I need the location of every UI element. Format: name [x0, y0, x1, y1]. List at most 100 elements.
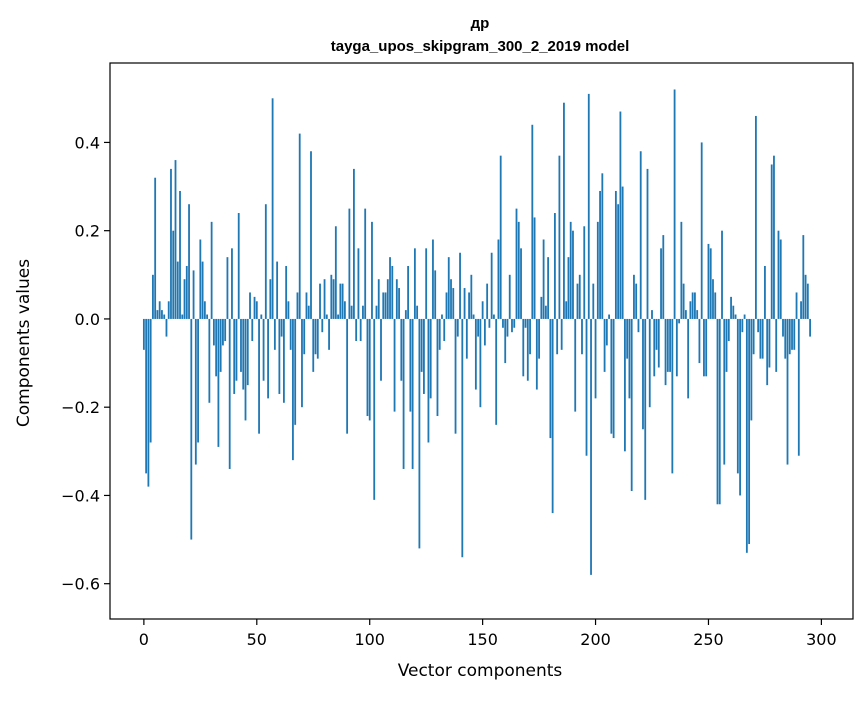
bar	[533, 217, 536, 319]
bar	[657, 318, 660, 368]
bar	[734, 314, 737, 319]
bar	[357, 248, 360, 319]
bar	[495, 318, 498, 425]
bar	[294, 318, 297, 425]
bar	[639, 151, 642, 319]
bar	[770, 164, 773, 319]
bars-group	[142, 89, 811, 575]
bar	[777, 230, 780, 319]
bar	[145, 318, 148, 474]
bar	[506, 318, 509, 337]
bar	[691, 292, 694, 319]
chart-subtitle: tayga_upos_skipgram_300_2_2019 model	[331, 38, 630, 55]
bar	[246, 318, 249, 386]
bar	[316, 318, 319, 359]
bar	[432, 239, 434, 319]
bar	[212, 318, 215, 346]
bar	[355, 318, 358, 341]
bar	[684, 310, 687, 319]
bar	[712, 279, 714, 319]
bar	[267, 318, 269, 399]
bar	[253, 296, 256, 319]
bar	[242, 318, 245, 390]
bar	[380, 318, 382, 381]
bar	[231, 248, 233, 319]
bar	[273, 318, 276, 350]
bar	[736, 318, 739, 474]
bar	[608, 314, 610, 319]
bar	[296, 292, 299, 319]
bar	[666, 318, 669, 372]
bar	[644, 318, 647, 500]
bar	[481, 301, 484, 319]
bar	[407, 265, 410, 319]
bar	[560, 318, 563, 350]
bar	[325, 314, 328, 319]
bar	[400, 318, 403, 381]
bar	[224, 318, 227, 341]
bar	[800, 301, 802, 319]
bar	[764, 265, 766, 319]
bar	[750, 318, 753, 421]
bar	[179, 190, 181, 319]
bar	[305, 292, 308, 319]
bar	[264, 204, 267, 319]
bar	[366, 318, 369, 417]
bar	[664, 318, 667, 386]
bar	[339, 283, 342, 319]
bar	[341, 283, 344, 319]
bar	[149, 318, 152, 443]
bar	[531, 124, 534, 319]
bar	[621, 186, 624, 319]
bar	[334, 226, 337, 319]
bar	[206, 314, 209, 319]
bar	[775, 318, 778, 372]
bar	[483, 318, 486, 346]
bar	[346, 318, 349, 434]
bar	[310, 151, 312, 319]
bar	[228, 318, 231, 469]
bar	[576, 283, 579, 319]
bar	[569, 221, 572, 319]
bar	[423, 318, 425, 394]
bar	[389, 257, 391, 319]
bar	[788, 318, 791, 355]
bar	[601, 173, 604, 319]
bar	[154, 177, 157, 319]
bar	[678, 318, 681, 324]
bar	[727, 318, 730, 341]
bar	[538, 318, 540, 359]
bar	[152, 274, 154, 319]
bar	[596, 221, 599, 319]
bar	[454, 318, 457, 434]
bar	[170, 168, 172, 319]
bar	[303, 318, 306, 355]
bar	[307, 305, 310, 319]
bar	[298, 133, 301, 319]
bar	[795, 292, 798, 319]
bar	[768, 318, 771, 368]
x-tick-label: 200	[580, 630, 611, 649]
bar	[289, 318, 292, 350]
bar	[700, 142, 703, 319]
bar	[535, 318, 538, 390]
bar	[235, 318, 238, 381]
bar	[653, 318, 656, 377]
bar	[626, 318, 629, 359]
bar	[350, 305, 353, 319]
y-tick-label: 0.4	[75, 133, 100, 152]
bar	[359, 318, 362, 341]
bar	[549, 318, 552, 439]
bar	[176, 261, 179, 319]
bar	[330, 274, 333, 319]
bar	[515, 208, 518, 319]
bar	[793, 318, 796, 350]
bar	[603, 318, 606, 372]
bar	[210, 221, 213, 319]
bar	[630, 318, 633, 492]
bar	[192, 270, 195, 319]
bar	[587, 93, 590, 319]
bar	[215, 318, 218, 377]
bar	[142, 318, 145, 350]
bar	[287, 301, 290, 319]
